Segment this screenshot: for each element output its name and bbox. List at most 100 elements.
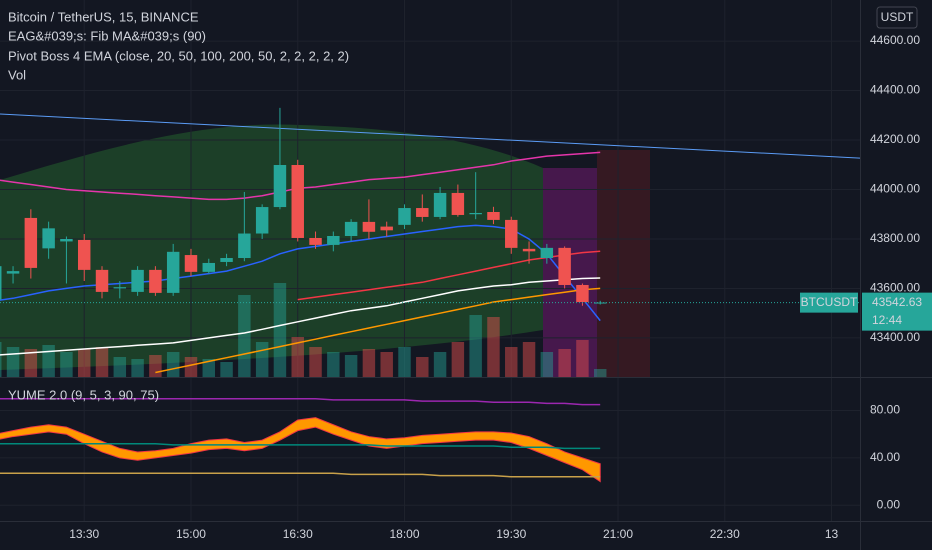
volume-bar xyxy=(202,359,215,377)
candle-body xyxy=(113,287,127,289)
price-label: 43542.63 xyxy=(872,295,922,309)
y-tick-label: 0.00 xyxy=(877,497,901,511)
x-tick-label: 13 xyxy=(825,527,839,541)
oscillator-line xyxy=(0,442,601,450)
candle-body xyxy=(380,226,393,231)
countdown-label: 12:44 xyxy=(872,313,902,327)
symbol-tag xyxy=(800,292,858,313)
volume-bar xyxy=(0,342,2,377)
candle-body xyxy=(202,262,215,272)
volume-bar xyxy=(113,357,127,377)
candle-body xyxy=(558,247,571,285)
candle-body xyxy=(77,239,91,270)
y-tick-label: 43600.00 xyxy=(870,281,920,295)
candle-body xyxy=(184,255,198,272)
candle-body xyxy=(166,251,180,293)
x-tick-label: 18:00 xyxy=(389,527,419,541)
volume-bar xyxy=(380,352,393,377)
candle-body xyxy=(469,212,482,215)
volume-bar xyxy=(149,355,162,377)
candle-body xyxy=(487,212,500,220)
cloud xyxy=(0,124,543,370)
candle-body xyxy=(60,238,73,242)
zone-box xyxy=(597,150,650,377)
y-tick-label: 44600.00 xyxy=(870,33,920,47)
candle-body xyxy=(149,269,162,293)
volume-bar xyxy=(42,345,55,377)
x-tick-label: 15:00 xyxy=(176,527,206,541)
y-tick-label: 43400.00 xyxy=(870,330,920,344)
volume-bar xyxy=(184,357,198,377)
x-tick-label: 19:30 xyxy=(496,527,526,541)
volume-bar xyxy=(95,347,109,377)
candle-body xyxy=(24,217,38,268)
y-tick-label: 44000.00 xyxy=(870,182,920,196)
candle-body xyxy=(291,164,304,238)
volume-bar xyxy=(77,349,91,377)
volume-bar xyxy=(505,347,518,377)
currency-button[interactable] xyxy=(876,6,918,29)
y-tick-label: 40.00 xyxy=(870,450,900,464)
indicator-line xyxy=(155,287,601,374)
indicator-label: Vol xyxy=(8,67,26,82)
volume-bar xyxy=(362,349,376,377)
candle-body xyxy=(238,233,251,259)
volume-bar xyxy=(593,369,607,377)
candle-body xyxy=(576,284,589,303)
volume-bar xyxy=(344,355,358,377)
candle-body xyxy=(273,164,287,208)
candle-body xyxy=(540,247,554,259)
volume-bar xyxy=(166,352,180,377)
volume-bar xyxy=(558,349,571,377)
y-tick-label: 43800.00 xyxy=(870,231,920,245)
band-area xyxy=(0,417,601,483)
volume-bar xyxy=(416,357,429,377)
x-tick-label: 21:00 xyxy=(603,527,633,541)
candle-body xyxy=(42,228,55,249)
volume-bar xyxy=(309,347,322,377)
volume-bar xyxy=(469,315,482,377)
candle-body xyxy=(309,237,322,245)
candle-body xyxy=(6,271,20,274)
x-tick-label: 22:30 xyxy=(710,527,740,541)
y-tick-label: 44200.00 xyxy=(870,132,920,146)
volume-bar xyxy=(60,352,73,377)
candle-body xyxy=(362,221,376,232)
price-tag xyxy=(862,292,932,331)
candle-body xyxy=(327,235,340,245)
candle-body xyxy=(451,192,465,215)
candle-body xyxy=(344,221,358,236)
candle-body xyxy=(95,269,109,292)
indicator-line xyxy=(0,277,601,356)
oscillator-line xyxy=(0,472,601,478)
candle-body xyxy=(0,266,2,300)
volume-bar xyxy=(540,352,554,377)
volume-bar xyxy=(291,337,304,377)
volume-bar xyxy=(487,317,500,377)
volume-bar xyxy=(24,349,38,377)
currency-label[interactable]: USDT xyxy=(881,10,914,24)
candle-body xyxy=(131,269,144,292)
x-tick-label: 13:30 xyxy=(69,527,99,541)
volume-bar xyxy=(6,347,20,377)
x-tick-label: 16:30 xyxy=(283,527,313,541)
oscillator-line xyxy=(0,397,601,406)
volume-bar xyxy=(255,342,269,377)
volume-bar xyxy=(522,342,536,377)
volume-bar xyxy=(131,359,144,377)
candle-body xyxy=(398,208,411,225)
candle-body xyxy=(255,207,269,234)
volume-bar xyxy=(220,362,233,377)
candle-body xyxy=(416,208,429,217)
y-tick-label: 44400.00 xyxy=(870,83,920,97)
volume-bar xyxy=(327,352,340,377)
volume-bar xyxy=(576,340,589,377)
candle-body xyxy=(505,219,518,248)
chart-title: Bitcoin / TetherUS, 15, BINANCE xyxy=(8,9,199,24)
indicator-label: EAG&#039;s: Fib MA&#039;s (90) xyxy=(8,28,206,43)
volume-bar xyxy=(398,347,411,377)
trendline xyxy=(0,113,861,159)
volume-bar xyxy=(433,352,447,377)
volume-bar xyxy=(238,295,251,377)
